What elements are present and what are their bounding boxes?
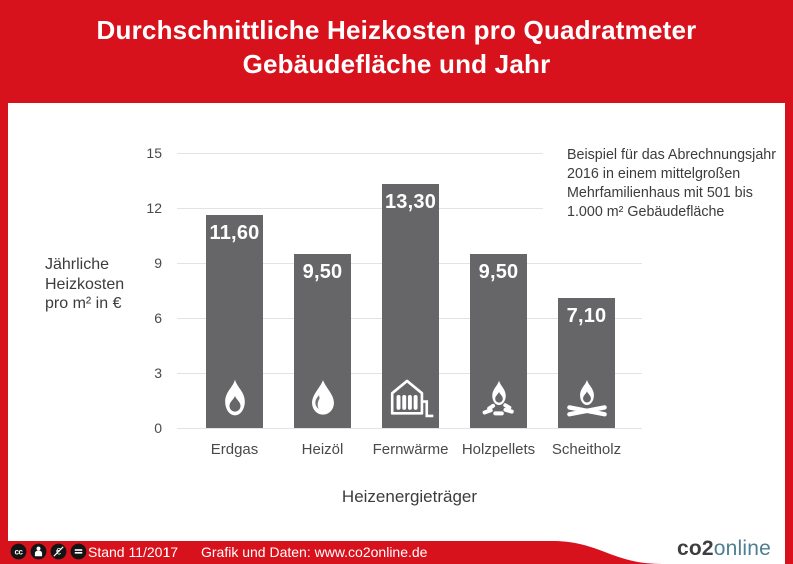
footer-credit-link[interactable]: Grafik und Daten: www.co2online.de (201, 544, 428, 560)
annotation-line: 1.000 m² Gebäudefläche (567, 204, 725, 220)
bar-heizöl: 9,50 (294, 253, 351, 428)
x-category-label: Heizöl (301, 441, 344, 458)
annotation-note: Beispiel für das Abrechnungsjahr 2016 in… (543, 141, 785, 227)
wood-pellets-icon (478, 377, 520, 419)
cc-nc-icon[interactable]: € (50, 543, 67, 560)
y-tick-label: 15 (146, 145, 162, 161)
annotation-line: Beispiel für das Abrechnungsjahr (567, 147, 777, 163)
annotation-line: Mehrfamilienhaus mit 501 bis (567, 185, 753, 201)
bar-value-label: 9,50 (302, 260, 343, 283)
bar-holzpellets: 9,50 (470, 253, 527, 428)
footer-band (0, 541, 662, 564)
bar-scheitholz: 7,10 (558, 297, 615, 428)
y-tick-label: 12 (146, 200, 162, 216)
x-category-label: Fernwärme (372, 441, 449, 458)
y-axis-title: Jährliche Heizkosten pro m² in € (45, 255, 124, 314)
bar-value-label: 9,50 (478, 260, 519, 283)
svg-text:cc: cc (15, 548, 24, 557)
y-tick-label: 9 (154, 255, 162, 271)
x-axis-title: Heizenergieträger (341, 487, 478, 506)
title-line-2: Gebäudefläche und Jahr (242, 49, 551, 79)
bar-value-label: 13,30 (384, 191, 437, 214)
y-axis-title-line: Heizkosten (45, 275, 125, 293)
y-axis-title-line: Jährliche (45, 256, 110, 273)
bar-erdgas: 11,60 (206, 215, 263, 428)
x-category-label: Scheitholz (551, 441, 622, 458)
left-border (0, 0, 8, 564)
bar-value-label: 7,10 (566, 304, 607, 327)
gridline (177, 428, 642, 429)
footer-separator: I (165, 544, 169, 560)
plot-area: 0 3 6 9 12 15 11,60 Erdgas 9,50 Heizöl 13,30 Fernwä… (146, 145, 642, 458)
oil-drop-icon (302, 377, 344, 419)
footer-date: Stand 11/2017 (88, 544, 179, 560)
right-border (785, 0, 793, 564)
cc-by-icon[interactable] (30, 543, 47, 560)
header-band (0, 0, 793, 103)
bar-fernwärme: 13,30 (382, 184, 439, 428)
logo-co2-text: co2 (676, 537, 714, 560)
cc-icon[interactable]: cc (10, 543, 27, 560)
bar-value-label: 11,60 (209, 222, 260, 245)
gas-flame-icon (214, 377, 256, 419)
annotation-line: 2016 in einem mittelgroßen (567, 166, 741, 182)
co2online-logo: co2online (677, 537, 771, 561)
y-tick-label: 0 (154, 420, 162, 436)
y-axis-title-line: pro m² in € (45, 295, 122, 312)
x-category-label: Holzpellets (461, 441, 536, 458)
license-icons: cc € (10, 543, 87, 560)
y-tick-label: 3 (154, 365, 162, 381)
cc-nd-icon[interactable] (70, 543, 87, 560)
y-tick-label: 6 (154, 310, 162, 326)
logo-online-text: online (713, 537, 771, 560)
firewood-icon (566, 377, 608, 419)
title-line-1: Durchschnittliche Heizkosten pro Quadrat… (96, 15, 697, 45)
page-title: Durchschnittliche Heizkosten pro Quadrat… (0, 13, 793, 81)
x-category-label: Erdgas (210, 441, 259, 458)
district-heating-icon (388, 377, 434, 419)
gridline (177, 153, 642, 154)
